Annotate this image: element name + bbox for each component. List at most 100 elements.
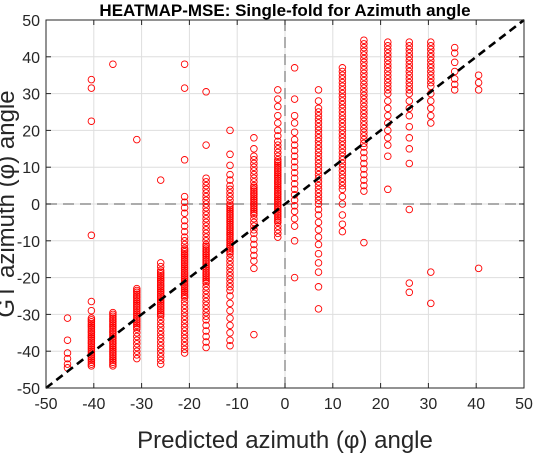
data-point (87, 306, 96, 315)
data-point (202, 218, 210, 227)
data-point (250, 246, 258, 254)
data-point (180, 349, 189, 357)
data-point (427, 75, 435, 83)
data-point (202, 242, 210, 251)
y-tick-label: 0 (31, 197, 40, 214)
data-point (250, 187, 258, 195)
data-point (338, 67, 347, 76)
data-point (250, 211, 258, 219)
data-point (202, 332, 210, 341)
data-point (314, 167, 323, 175)
data-point (290, 237, 299, 245)
data-point (226, 283, 234, 291)
data-point (314, 86, 323, 94)
data-point (314, 211, 323, 219)
data-point (87, 360, 96, 368)
data-point (180, 255, 189, 263)
data-point (202, 189, 210, 197)
data-point (226, 260, 234, 269)
data-point (156, 275, 165, 284)
data-point (274, 167, 282, 175)
data-point (338, 167, 347, 175)
data-point (405, 122, 414, 131)
data-point (226, 126, 234, 135)
data-point (87, 318, 96, 326)
data-point (474, 78, 483, 87)
data-point (202, 174, 210, 182)
data-point (274, 163, 282, 171)
data-point (180, 327, 189, 335)
data-point (180, 345, 189, 354)
data-point (202, 283, 210, 291)
data-point (156, 323, 165, 332)
data-point (405, 45, 414, 54)
data-point (202, 203, 210, 212)
y-tick-label: 20 (22, 123, 40, 140)
data-point (87, 327, 96, 335)
data-point (250, 205, 258, 214)
data-point (405, 60, 414, 68)
data-point (180, 222, 189, 230)
x-tick-label: 0 (281, 396, 290, 413)
data-point (133, 351, 141, 359)
data-point (384, 56, 392, 65)
data-point (87, 338, 96, 346)
data-point (180, 257, 189, 265)
data-point (314, 200, 323, 208)
data-point (156, 312, 165, 320)
data-point (250, 229, 258, 238)
data-point (156, 305, 165, 313)
data-point (338, 75, 347, 83)
data-point (314, 134, 323, 142)
data-point (180, 251, 189, 260)
data-point (360, 139, 368, 148)
data-point (338, 93, 347, 102)
data-point (427, 299, 435, 308)
data-point (290, 214, 299, 223)
data-point (405, 71, 414, 79)
data-point (202, 275, 210, 284)
data-point (250, 214, 258, 223)
data-point (202, 305, 210, 313)
data-point (274, 233, 282, 241)
data-point (314, 137, 323, 146)
data-point (314, 108, 323, 116)
data-point (290, 95, 299, 103)
data-point (474, 264, 483, 273)
identity-line (45, 18, 525, 390)
data-point (202, 279, 210, 287)
data-point (250, 257, 258, 265)
data-point (405, 49, 414, 57)
data-point (202, 251, 210, 260)
data-point (274, 198, 282, 206)
data-point (274, 218, 282, 227)
data-point (274, 192, 282, 201)
data-point (338, 115, 347, 124)
data-point (360, 128, 368, 136)
data-points (63, 36, 483, 372)
data-point (180, 266, 189, 274)
data-point (338, 170, 347, 179)
data-point (109, 319, 117, 328)
data-point (109, 323, 117, 332)
data-point (87, 321, 96, 330)
data-point (314, 181, 323, 190)
data-point (109, 318, 117, 326)
data-point (338, 89, 347, 98)
data-point (274, 183, 282, 192)
data-point (274, 189, 282, 197)
data-point (87, 334, 96, 343)
data-point (180, 341, 189, 350)
data-point (180, 209, 189, 217)
data-point (250, 198, 258, 206)
data-point (87, 231, 96, 240)
data-point (226, 237, 234, 245)
data-point (338, 145, 347, 153)
data-point (109, 314, 117, 322)
data-point (338, 200, 347, 208)
data-point (274, 222, 282, 230)
data-point (384, 60, 392, 68)
data-point (450, 75, 459, 83)
data-point (338, 134, 347, 142)
data-point (226, 170, 234, 179)
